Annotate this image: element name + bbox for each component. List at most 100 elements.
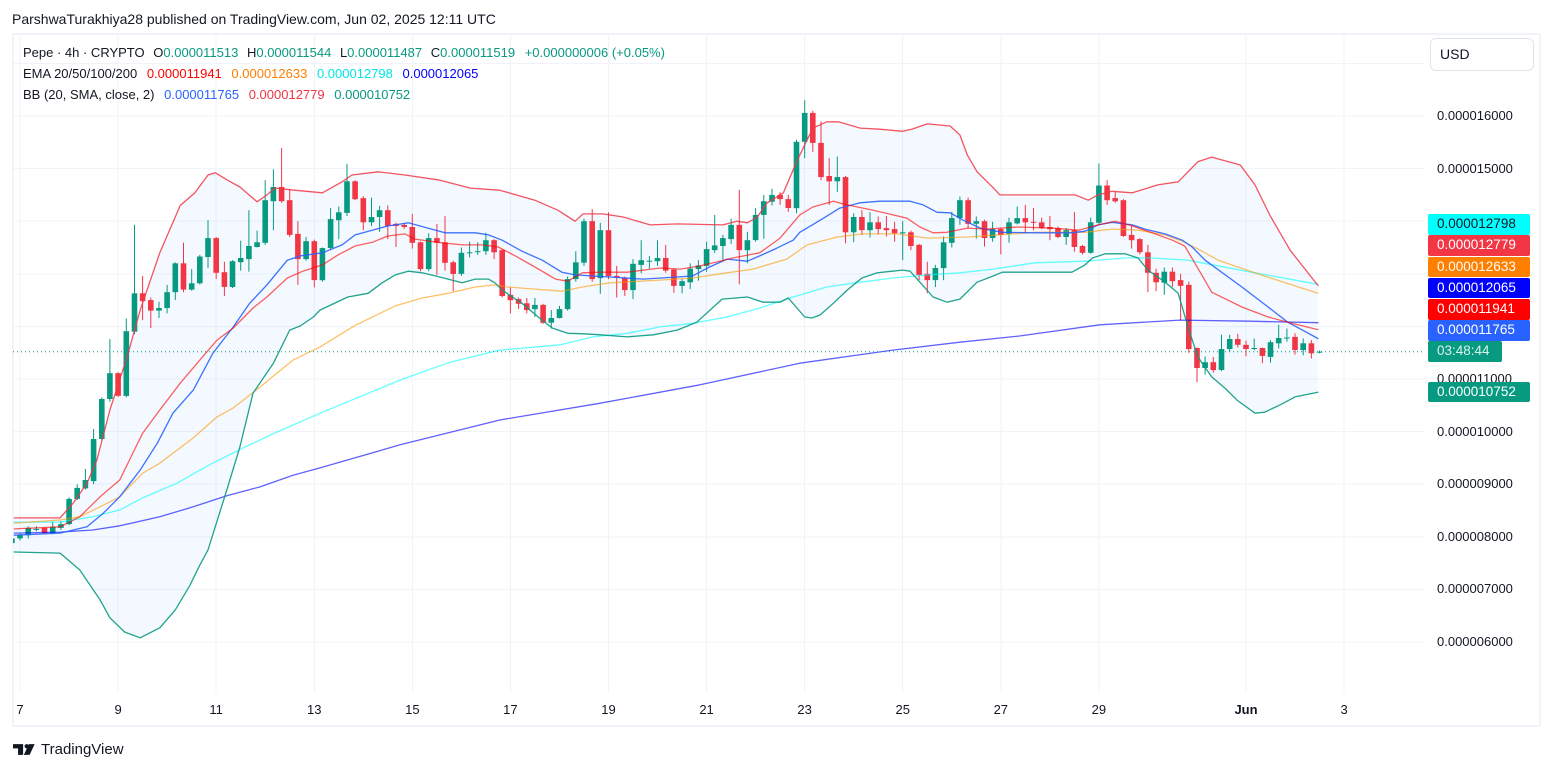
candle-body <box>622 278 628 291</box>
candle-body <box>605 230 612 276</box>
ema-legend-label[interactable]: EMA 20/50/100/200 <box>23 66 138 81</box>
time-tick-label: 3 <box>1340 702 1348 717</box>
candle-body <box>638 260 644 265</box>
candle-up <box>1063 228 1069 245</box>
candle-body <box>564 279 571 310</box>
legend-bb-row: BB (20, SMA, close, 2) 0.000011765 0.000… <box>23 86 410 104</box>
candle-body <box>769 194 775 202</box>
candle-down <box>434 223 440 275</box>
candle-body <box>352 181 358 200</box>
candle-body <box>13 538 15 544</box>
bb-upper-value: 0.000012779 <box>248 87 325 102</box>
candle-body <box>41 527 48 534</box>
candle-body <box>139 293 146 302</box>
candle-body <box>499 250 505 296</box>
candle-up <box>899 221 906 261</box>
candle-up <box>711 214 718 253</box>
candle-body <box>344 181 350 213</box>
candle-body <box>532 304 538 310</box>
candle-down <box>1112 191 1118 203</box>
candle-body <box>368 217 375 223</box>
candle-up <box>237 240 244 271</box>
candle-body <box>466 252 473 254</box>
time-tick-label: 13 <box>307 702 322 717</box>
ema20-value: 0.000011941 <box>146 66 222 81</box>
candle-up <box>769 188 775 206</box>
bb-lower-value: 0.000010752 <box>334 87 411 102</box>
candle-up <box>131 224 138 335</box>
candle-body <box>1038 222 1045 229</box>
candle-body <box>1087 222 1094 253</box>
candle-body <box>573 262 579 280</box>
candle-body <box>1235 339 1241 345</box>
candle-down <box>385 205 391 240</box>
candle-down <box>1079 244 1086 255</box>
candle-body <box>507 294 514 301</box>
candle-down <box>213 237 219 280</box>
candle-down <box>278 148 285 203</box>
ema100-value: 0.000012798 <box>316 66 393 81</box>
candle-body <box>417 242 424 270</box>
candle-body <box>908 232 914 246</box>
candle-up <box>957 196 963 225</box>
candle-body <box>883 228 890 231</box>
candle-up <box>1300 338 1306 356</box>
candle-body <box>229 261 236 287</box>
candle-up <box>188 269 195 291</box>
candle-body <box>262 200 268 243</box>
ohlc-open-value: 0.000011513 <box>163 45 239 60</box>
candle-down <box>450 260 456 292</box>
candle-body <box>728 224 734 240</box>
candle-up <box>327 208 334 251</box>
candle-down <box>883 216 890 237</box>
candle-up <box>744 231 751 264</box>
time-tick-label: 23 <box>797 702 812 717</box>
candle-body <box>303 241 309 260</box>
candle-body <box>401 224 407 227</box>
candle-up <box>1087 217 1094 254</box>
currency-selector-button[interactable]: USD <box>1430 38 1534 71</box>
symbol-title[interactable]: Pepe · 4h · CRYPTO <box>23 45 145 60</box>
price-tick-label: 0.000007000 <box>1437 581 1513 597</box>
candle-body <box>1226 339 1233 349</box>
candle-body <box>1284 337 1290 339</box>
candle-body <box>1120 200 1127 236</box>
candle-up <box>793 139 800 214</box>
time-tick-label: 29 <box>1091 702 1107 717</box>
candle-body <box>82 480 89 489</box>
candle-body <box>646 260 653 262</box>
candle-body <box>254 242 260 247</box>
ema200-value: 0.000012065 <box>402 66 479 81</box>
bollinger-band-fill <box>14 121 1318 638</box>
grid-lines <box>13 34 1425 693</box>
candle-down <box>1145 244 1151 293</box>
candle-down <box>826 158 832 205</box>
ohlc-high-label: H <box>246 45 257 60</box>
candle-body <box>949 218 955 243</box>
candle-body <box>679 281 685 286</box>
candle-body <box>1145 252 1151 273</box>
candle-body <box>752 214 759 241</box>
candle-body <box>711 245 718 251</box>
candle-body <box>793 141 800 209</box>
ema200-line <box>13 319 1319 534</box>
candle-up <box>564 276 571 311</box>
candle-body <box>131 293 138 332</box>
bb-legend-label[interactable]: BB (20, SMA, close, 2) <box>23 87 155 102</box>
tradingview-brand: TradingView <box>41 741 124 758</box>
candle-down <box>148 297 154 328</box>
candle-body <box>1169 271 1176 282</box>
candle-up <box>1284 328 1290 342</box>
tradingview-logo-icon <box>13 744 35 755</box>
candle-up <box>172 262 179 301</box>
candle-up <box>1267 340 1274 363</box>
candle-body <box>1251 348 1257 349</box>
candle-body <box>850 217 857 233</box>
candle-down <box>875 216 881 235</box>
candle-body <box>172 263 179 293</box>
candle-body <box>90 439 97 482</box>
price-tick-label: 0.000010000 <box>1437 423 1513 439</box>
candle-body <box>597 230 604 279</box>
